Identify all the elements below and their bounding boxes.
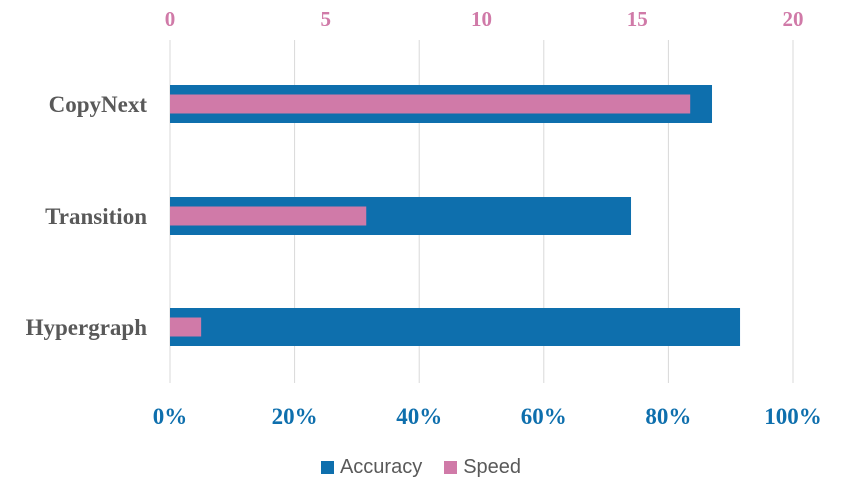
category-label: Transition xyxy=(45,204,147,229)
bar-speed xyxy=(170,317,202,337)
legend-label-accuracy: Accuracy xyxy=(339,455,423,478)
top-axis-tick-label: 10 xyxy=(471,7,492,31)
legend-swatch-speed xyxy=(444,460,458,474)
bottom-axis-tick-label: 0% xyxy=(153,404,188,429)
top-axis-tick-label: 0 xyxy=(165,7,176,31)
bottom-axis-tick-label: 40% xyxy=(396,404,442,429)
bottom-axis-tick-label: 20% xyxy=(272,404,318,429)
top-axis-tick-label: 15 xyxy=(627,7,648,31)
bottom-axis-tick-label: 80% xyxy=(645,404,691,429)
legend-item-speed: Speed xyxy=(444,456,521,479)
legend-item-accuracy: Accuracy xyxy=(320,455,423,479)
legend-label-speed: Speed xyxy=(463,455,522,478)
top-axis-tick-label: 5 xyxy=(321,7,332,31)
legend: Accuracy Speed xyxy=(0,452,842,482)
bar-accuracy xyxy=(170,308,741,346)
category-label: Hypergraph xyxy=(26,315,148,340)
bottom-axis-tick-label: 60% xyxy=(521,404,567,429)
bar-speed xyxy=(170,206,367,226)
top-axis-tick-label: 20 xyxy=(783,7,804,31)
category-label: CopyNext xyxy=(49,92,148,117)
legend-swatch-accuracy xyxy=(320,460,334,474)
bar-speed xyxy=(170,94,691,114)
bottom-axis-tick-label: 100% xyxy=(764,404,822,429)
axis-labels: 0% 20% 40% 60% 80% 100% 0 5 10 15 20 CopyNext Transi… xyxy=(26,7,822,429)
bars xyxy=(170,85,741,346)
